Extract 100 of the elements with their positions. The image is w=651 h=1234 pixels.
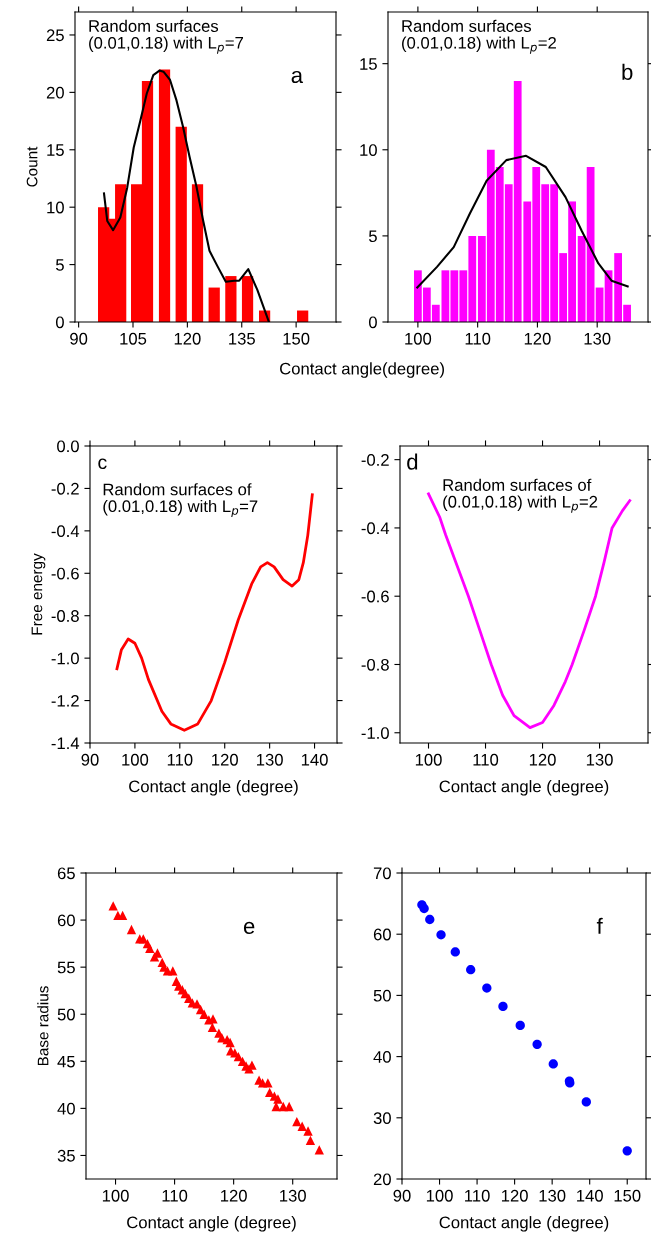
y-tick-label: 30 xyxy=(373,1112,391,1124)
point xyxy=(305,1135,316,1146)
y-tick-label: 70 xyxy=(373,867,391,880)
annotation: a xyxy=(291,70,304,84)
annotation: Random surfaces (0.01,0.18) with L$_{p}$=7 xyxy=(89,19,244,54)
x-tick-label: 120 xyxy=(501,1189,528,1202)
annotation: e xyxy=(243,921,255,935)
x-tick-label: 140 xyxy=(577,1189,603,1202)
x-tick-label: 90 xyxy=(70,332,88,345)
y-tick-label: 0 xyxy=(55,316,64,329)
x-tick-label: 120 xyxy=(529,753,556,766)
point xyxy=(273,1094,283,1104)
y-tick-label: -1.4 xyxy=(51,737,80,750)
y-tick-label: 40 xyxy=(57,1102,75,1115)
y-axis-title: Base radius xyxy=(37,986,49,1066)
annotation: f xyxy=(596,917,603,934)
annotation: Random surfaces (0.01,0.18) with L$_{p}$=2 xyxy=(402,19,556,54)
point xyxy=(168,966,178,976)
y-tick-label: -0.6 xyxy=(51,567,79,580)
point xyxy=(515,1020,525,1031)
point xyxy=(498,1001,508,1012)
x-tick-label: 120 xyxy=(212,753,238,766)
y-tick-label: 25 xyxy=(46,29,64,42)
x-tick-label: 105 xyxy=(120,332,147,345)
bar xyxy=(225,276,237,322)
point xyxy=(199,1009,209,1019)
point xyxy=(482,983,492,993)
y-tick-label: -0.4 xyxy=(51,525,80,538)
point xyxy=(419,903,429,914)
y-axis-title: Count xyxy=(26,146,38,187)
x-tick-label: 130 xyxy=(586,753,613,766)
y-tick-label: 65 xyxy=(57,867,75,880)
point xyxy=(297,1121,307,1131)
y-tick-label: -0.2 xyxy=(51,482,79,495)
y-tick-label: 5 xyxy=(55,259,64,271)
x-tick-label: 110 xyxy=(167,753,193,766)
annotation: b xyxy=(622,63,633,80)
x-axis-title: Contact angle (degree) xyxy=(127,1216,296,1232)
point xyxy=(284,1101,294,1112)
y-axis-title: Free energy xyxy=(31,553,46,635)
bar xyxy=(208,287,220,322)
x-tick-label: 120 xyxy=(221,1189,247,1202)
y-tick-label: 10 xyxy=(47,201,64,214)
x-tick-label: 150 xyxy=(283,332,310,345)
x-tick-label: 120 xyxy=(174,332,201,345)
y-tick-label: 45 xyxy=(57,1055,75,1068)
point xyxy=(108,901,118,911)
annotation: Random surfaces of (0.01,0.18) with L$_{p}$=7 xyxy=(103,483,258,518)
y-tick-label: 20 xyxy=(373,1173,391,1186)
x-tick-label: 135 xyxy=(229,332,255,345)
x-axis-title: Contact angle (degree) xyxy=(439,1216,609,1232)
y-tick-label: 60 xyxy=(57,914,75,927)
x-tick-label: 110 xyxy=(162,1189,188,1202)
y-tick-label: -0.8 xyxy=(361,658,389,671)
x-tick-label: 110 xyxy=(473,753,499,766)
x-tick-label: 90 xyxy=(81,753,99,766)
bar xyxy=(158,69,171,322)
x-tick-label: 130 xyxy=(280,1189,306,1202)
point xyxy=(425,914,435,925)
x-tick-label: 100 xyxy=(405,332,432,345)
line-series xyxy=(416,154,629,289)
y-tick-label: 5 xyxy=(368,230,377,243)
y-tick-label: 40 xyxy=(373,1051,391,1063)
bar xyxy=(191,184,204,322)
y-tick-label: -0.6 xyxy=(361,590,389,603)
y-tick-label: 20 xyxy=(46,86,64,99)
y-tick-label: -1.0 xyxy=(361,727,389,739)
y-tick-label: -1.2 xyxy=(51,694,79,707)
bar xyxy=(241,276,254,322)
x-tick-label: 100 xyxy=(415,753,442,766)
x-tick-label: 130 xyxy=(257,753,283,766)
y-tick-label: 60 xyxy=(373,928,391,941)
y-tick-label: 0 xyxy=(368,316,377,329)
point xyxy=(303,1126,313,1136)
point xyxy=(436,930,446,940)
annotation: c xyxy=(98,458,107,470)
x-axis-title: Contact angle (degree) xyxy=(439,780,609,796)
x-tick-label: 130 xyxy=(584,332,611,345)
x-tick-label: 100 xyxy=(122,753,149,766)
x-axis-title: Contact angle (degree) xyxy=(129,780,298,796)
y-tick-label: -0.4 xyxy=(361,522,390,535)
bar xyxy=(175,126,187,322)
y-tick-label: -0.8 xyxy=(51,610,79,622)
y-tick-label: 10 xyxy=(360,144,377,156)
y-tick-label: 15 xyxy=(47,144,64,156)
point xyxy=(622,1146,632,1156)
x-tick-label: 150 xyxy=(614,1189,641,1202)
point xyxy=(466,965,476,975)
x-tick-label: 100 xyxy=(102,1189,129,1202)
point xyxy=(126,924,137,935)
y-tick-label: 0.0 xyxy=(57,440,79,453)
y-tick-label: 15 xyxy=(360,58,377,70)
point xyxy=(581,1097,591,1107)
x-axis-title: Contact angle(degree) xyxy=(280,362,444,378)
x-tick-label: 90 xyxy=(393,1189,411,1202)
annotation: d xyxy=(407,453,418,470)
point xyxy=(532,1039,542,1050)
point xyxy=(292,1116,302,1127)
x-tick-label: 120 xyxy=(524,332,551,345)
y-tick-label: 55 xyxy=(57,961,75,974)
